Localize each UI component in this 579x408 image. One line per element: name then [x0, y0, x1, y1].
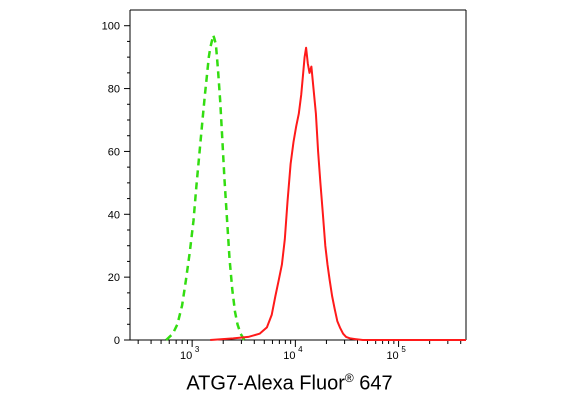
y-tick-label: 40	[108, 209, 120, 221]
y-tick-label: 60	[108, 146, 120, 158]
y-tick-label: 20	[108, 272, 120, 284]
series-layer	[165, 33, 466, 341]
x-tick-label: 10	[386, 350, 398, 362]
y-tick-label: 100	[102, 21, 120, 33]
x-tick-exponent: 5	[401, 345, 406, 354]
x-tick-label: 10	[180, 350, 192, 362]
x-axis-title-registered-mark: ®	[344, 371, 354, 385]
x-axis-title-tail: 647	[353, 372, 393, 395]
x-tick-exponent: 4	[298, 345, 303, 354]
plot-frame	[129, 9, 467, 341]
x-tick-label: 10	[283, 350, 295, 362]
y-tick-label: 0	[114, 335, 120, 347]
y-tick-label: 80	[108, 84, 120, 96]
control-histogram-line	[165, 33, 246, 341]
x-axis-title: ATG7-Alexa Fluor® 647	[0, 371, 579, 396]
y-axis-ticks: 0 20 40 60 80 100	[102, 21, 130, 347]
sample-histogram-line	[210, 46, 466, 341]
x-axis-title-main: ATG7-Alexa Fluor	[186, 372, 345, 395]
x-tick-exponent: 3	[195, 345, 200, 354]
